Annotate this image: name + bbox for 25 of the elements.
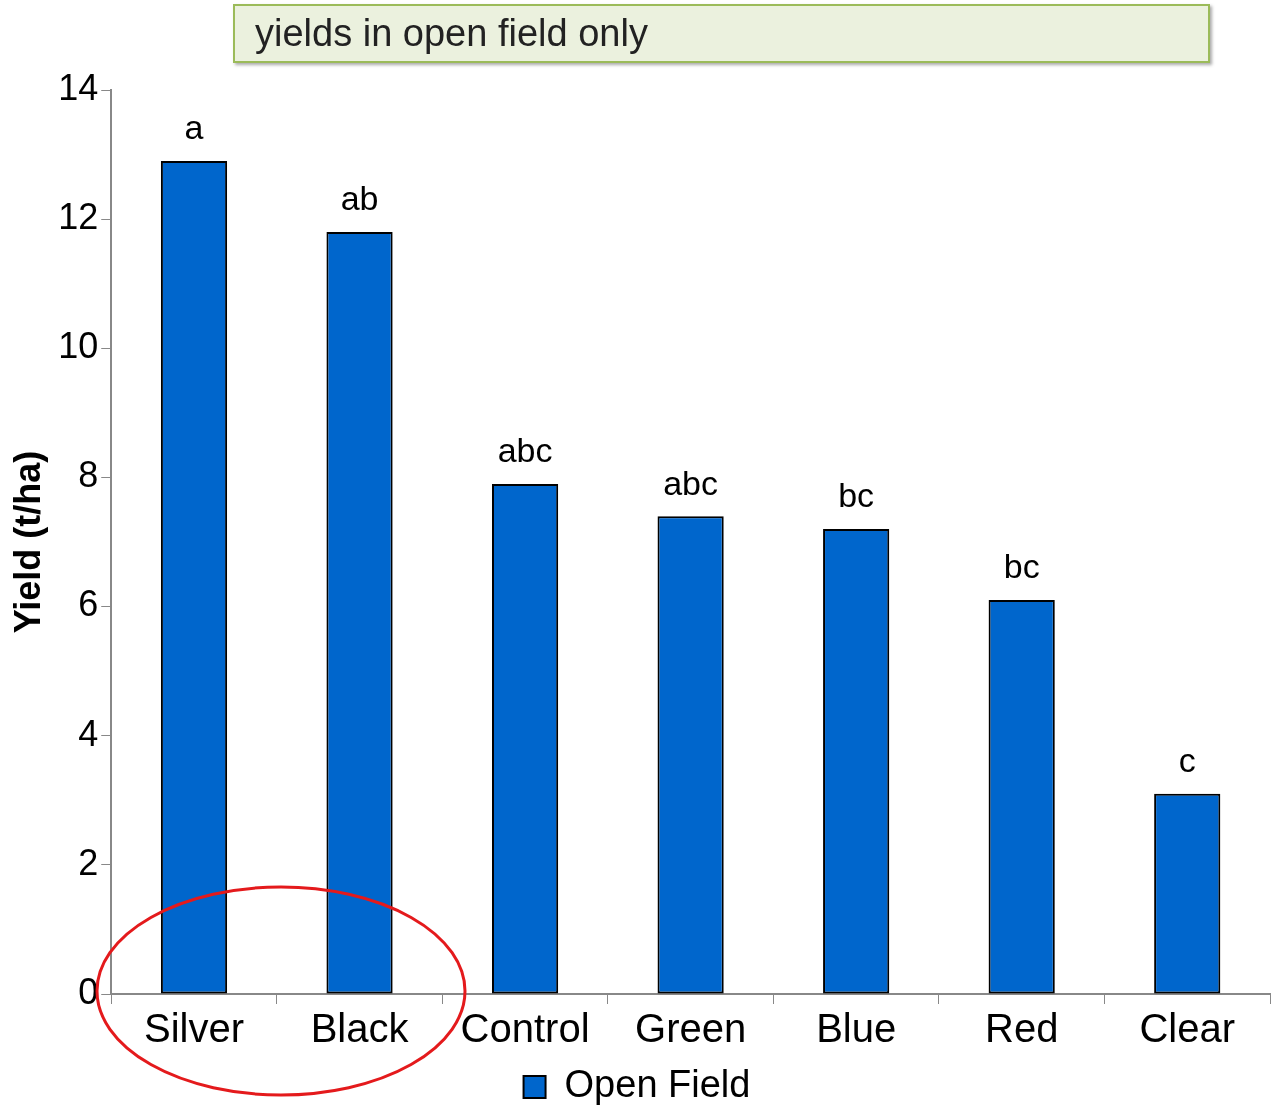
x-tick-label: Blue bbox=[816, 1006, 897, 1051]
annotation: abc bbox=[497, 431, 553, 470]
y-tick-label: 0 bbox=[78, 970, 99, 1012]
y-axis-title: Yield (t/ha) bbox=[6, 450, 48, 634]
x-tick-label: Clear bbox=[1139, 1006, 1236, 1051]
text: yields in open field only bbox=[233, 4, 1210, 63]
x-tick-label: Green bbox=[635, 1006, 747, 1051]
annotation: a bbox=[184, 108, 204, 147]
x-tick-label: Red bbox=[985, 1006, 1059, 1051]
annotation: abc bbox=[663, 463, 719, 502]
y-tick-label: 14 bbox=[58, 66, 99, 108]
annotation: bc bbox=[1003, 547, 1040, 586]
annotation: ab bbox=[340, 179, 379, 218]
y-tick-label: 10 bbox=[58, 325, 99, 367]
y-tick-label: 2 bbox=[78, 841, 99, 883]
annotation: bc bbox=[838, 476, 875, 515]
y-tick-label: 12 bbox=[58, 196, 99, 238]
y-tick-label: 4 bbox=[78, 712, 99, 754]
legend-label: Open Field bbox=[564, 1063, 751, 1106]
x-tick-label: Silver bbox=[144, 1006, 245, 1051]
annotation: c bbox=[1178, 741, 1196, 780]
x-tick-label: Control bbox=[460, 1006, 590, 1051]
y-tick-label: 6 bbox=[78, 583, 99, 625]
y-tick-label: 8 bbox=[78, 454, 99, 496]
x-tick-label: Black bbox=[310, 1006, 410, 1051]
